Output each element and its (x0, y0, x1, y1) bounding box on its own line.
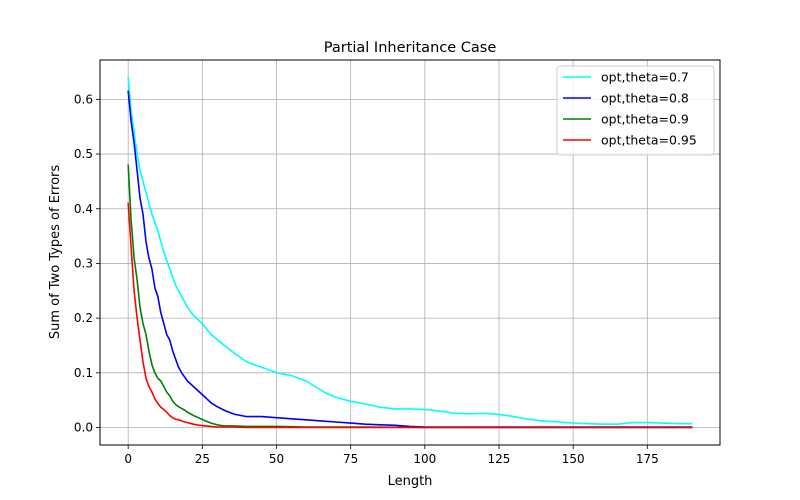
x-axis: 0 25 50 75 100 125 150 175 (124, 445, 659, 466)
chart-title: Partial Inheritance Case (324, 40, 497, 56)
x-tick-label: 75 (343, 452, 358, 466)
x-tick-label: 50 (269, 452, 284, 466)
legend-label-1: opt,theta=0.7 (601, 70, 689, 85)
series-layer (127, 76, 693, 429)
legend-label-2: opt,theta=0.8 (601, 91, 689, 106)
x-tick-label: 100 (413, 452, 436, 466)
y-tick-label: 0.4 (74, 202, 93, 216)
series-line-1 (127, 76, 693, 426)
legend-label-3: opt,theta=0.9 (601, 112, 689, 127)
y-axis-label: Sum of Two Types of Errors (48, 165, 63, 340)
y-axis: 0.0 0.1 0.2 0.3 0.4 0.5 0.6 (74, 92, 100, 435)
x-tick-label: 175 (636, 452, 659, 466)
y-tick-label: 0.0 (74, 421, 93, 435)
y-tick-label: 0.1 (74, 366, 93, 380)
x-tick-label: 0 (124, 452, 132, 466)
legend: opt,theta=0.7 opt,theta=0.8 opt,theta=0.9 o… (556, 65, 715, 156)
legend-label-4: opt,theta=0.95 (601, 133, 697, 148)
x-tick-label: 125 (488, 452, 511, 466)
y-tick-label: 0.5 (74, 147, 93, 161)
plot-border (99, 59, 721, 446)
x-tick-label: 25 (195, 452, 210, 466)
x-tick-label: 150 (562, 452, 585, 466)
y-tick-label: 0.6 (74, 92, 93, 106)
x-axis-label: Length (388, 474, 433, 489)
y-tick-label: 0.2 (74, 311, 93, 325)
series-line-4 (127, 202, 693, 429)
y-tick-label: 0.3 (74, 256, 93, 270)
legend-box (556, 65, 715, 156)
